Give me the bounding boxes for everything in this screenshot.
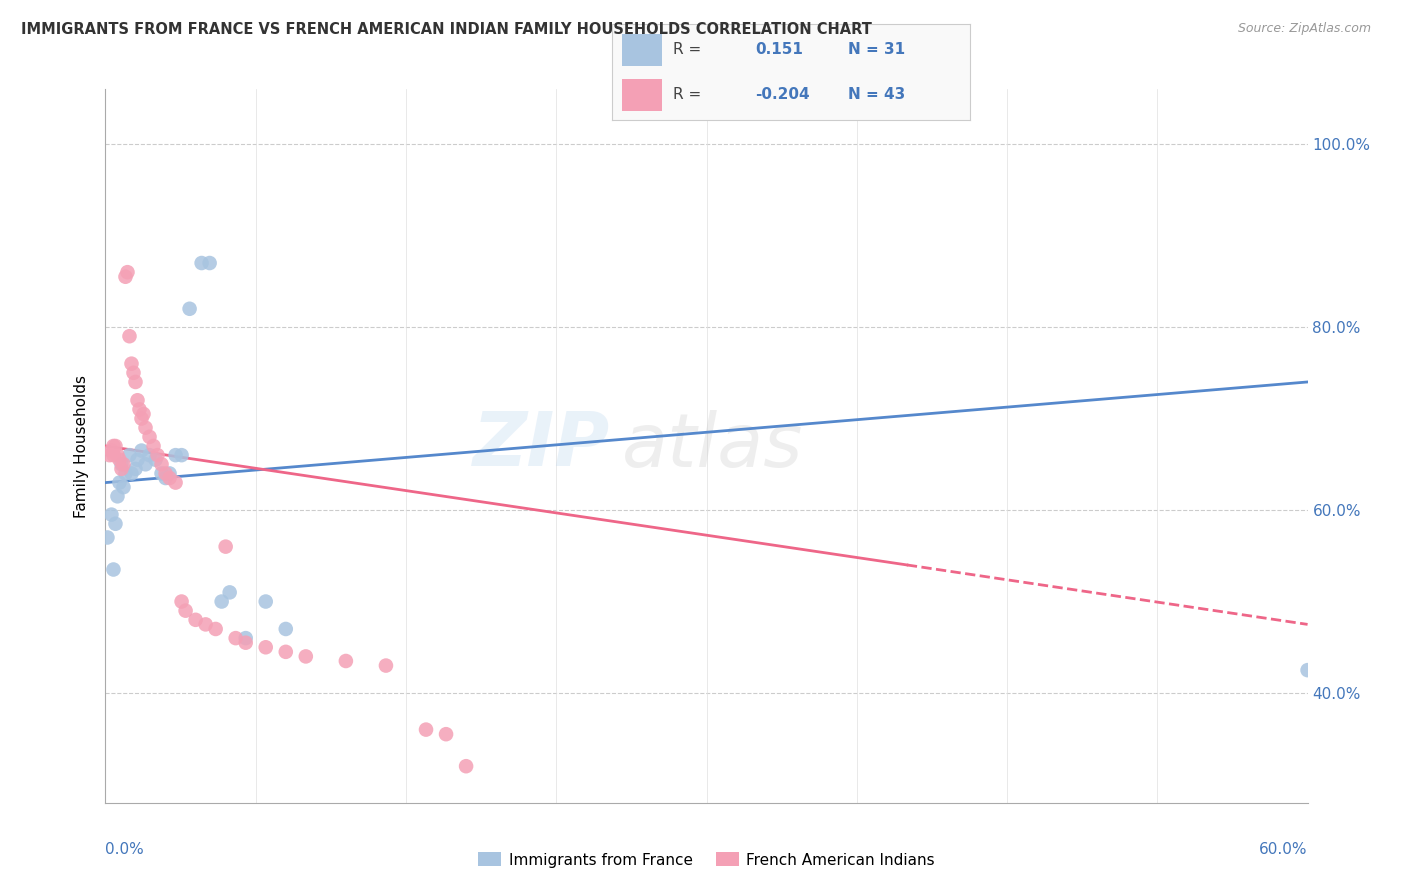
Point	[107, 448, 129, 462]
Point	[103, 439, 125, 453]
Point	[100, 508, 122, 522]
Point	[117, 265, 139, 279]
Point	[146, 448, 169, 462]
Legend: Immigrants from France, French American Indians: Immigrants from France, French American …	[472, 847, 941, 873]
Point	[159, 467, 181, 481]
Point	[114, 467, 136, 481]
Point	[235, 636, 257, 650]
Text: 60.0%: 60.0%	[1260, 842, 1308, 857]
Point	[127, 393, 149, 408]
Point	[108, 475, 131, 490]
Point	[174, 604, 197, 618]
Point	[165, 448, 187, 462]
Point	[150, 467, 173, 481]
Point	[112, 458, 135, 472]
Text: Source: ZipAtlas.com: Source: ZipAtlas.com	[1237, 22, 1371, 36]
Point	[165, 475, 187, 490]
Point	[103, 448, 125, 462]
Text: 0.0%: 0.0%	[105, 842, 145, 857]
Text: N = 43: N = 43	[848, 87, 905, 103]
Point	[170, 448, 193, 462]
Point	[145, 452, 167, 467]
Point	[110, 462, 132, 476]
Text: 0.151: 0.151	[755, 42, 803, 57]
Point	[194, 617, 217, 632]
Text: R =: R =	[672, 42, 700, 57]
Point	[184, 613, 207, 627]
Point	[335, 654, 357, 668]
Point	[108, 452, 131, 467]
Point	[454, 759, 477, 773]
Point	[132, 407, 155, 421]
Text: N = 31: N = 31	[848, 42, 905, 57]
Point	[138, 430, 160, 444]
Point	[135, 420, 157, 434]
Point	[204, 622, 226, 636]
Point	[235, 631, 257, 645]
Text: R =: R =	[672, 87, 700, 103]
Point	[295, 649, 318, 664]
Point	[274, 622, 297, 636]
Text: ZIP: ZIP	[472, 409, 610, 483]
Point	[131, 411, 153, 425]
Point	[98, 448, 121, 462]
Point	[124, 462, 146, 476]
Point	[179, 301, 201, 316]
Point	[1296, 663, 1319, 677]
Point	[150, 458, 173, 472]
Point	[138, 448, 160, 462]
FancyBboxPatch shape	[623, 34, 662, 65]
Point	[104, 516, 127, 531]
Point	[170, 594, 193, 608]
Point	[128, 402, 150, 417]
Point	[127, 452, 149, 467]
Point	[110, 458, 132, 472]
Point	[415, 723, 437, 737]
Point	[131, 443, 153, 458]
Point	[214, 540, 236, 554]
Point	[121, 467, 143, 481]
Point	[118, 448, 141, 462]
Point	[211, 594, 233, 608]
Point	[155, 467, 177, 481]
Point	[155, 471, 177, 485]
Y-axis label: Family Households: Family Households	[75, 375, 90, 517]
Point	[159, 471, 181, 485]
Text: atlas: atlas	[623, 410, 804, 482]
Text: -0.204: -0.204	[755, 87, 810, 103]
Point	[121, 357, 143, 371]
Text: IMMIGRANTS FROM FRANCE VS FRENCH AMERICAN INDIAN FAMILY HOUSEHOLDS CORRELATION C: IMMIGRANTS FROM FRANCE VS FRENCH AMERICA…	[21, 22, 872, 37]
Point	[218, 585, 240, 599]
Point	[135, 458, 157, 472]
Point	[122, 366, 145, 380]
Point	[96, 531, 118, 545]
Point	[118, 329, 141, 343]
Point	[114, 269, 136, 284]
Point	[112, 480, 135, 494]
Point	[190, 256, 212, 270]
Point	[198, 256, 221, 270]
Point	[124, 375, 146, 389]
Point	[107, 489, 129, 503]
FancyBboxPatch shape	[623, 79, 662, 111]
Point	[254, 640, 277, 655]
Point	[100, 443, 122, 458]
Point	[142, 439, 165, 453]
Point	[103, 562, 125, 576]
Point	[254, 594, 277, 608]
Point	[104, 439, 127, 453]
Point	[374, 658, 398, 673]
Point	[434, 727, 457, 741]
Point	[274, 645, 297, 659]
Point	[225, 631, 247, 645]
